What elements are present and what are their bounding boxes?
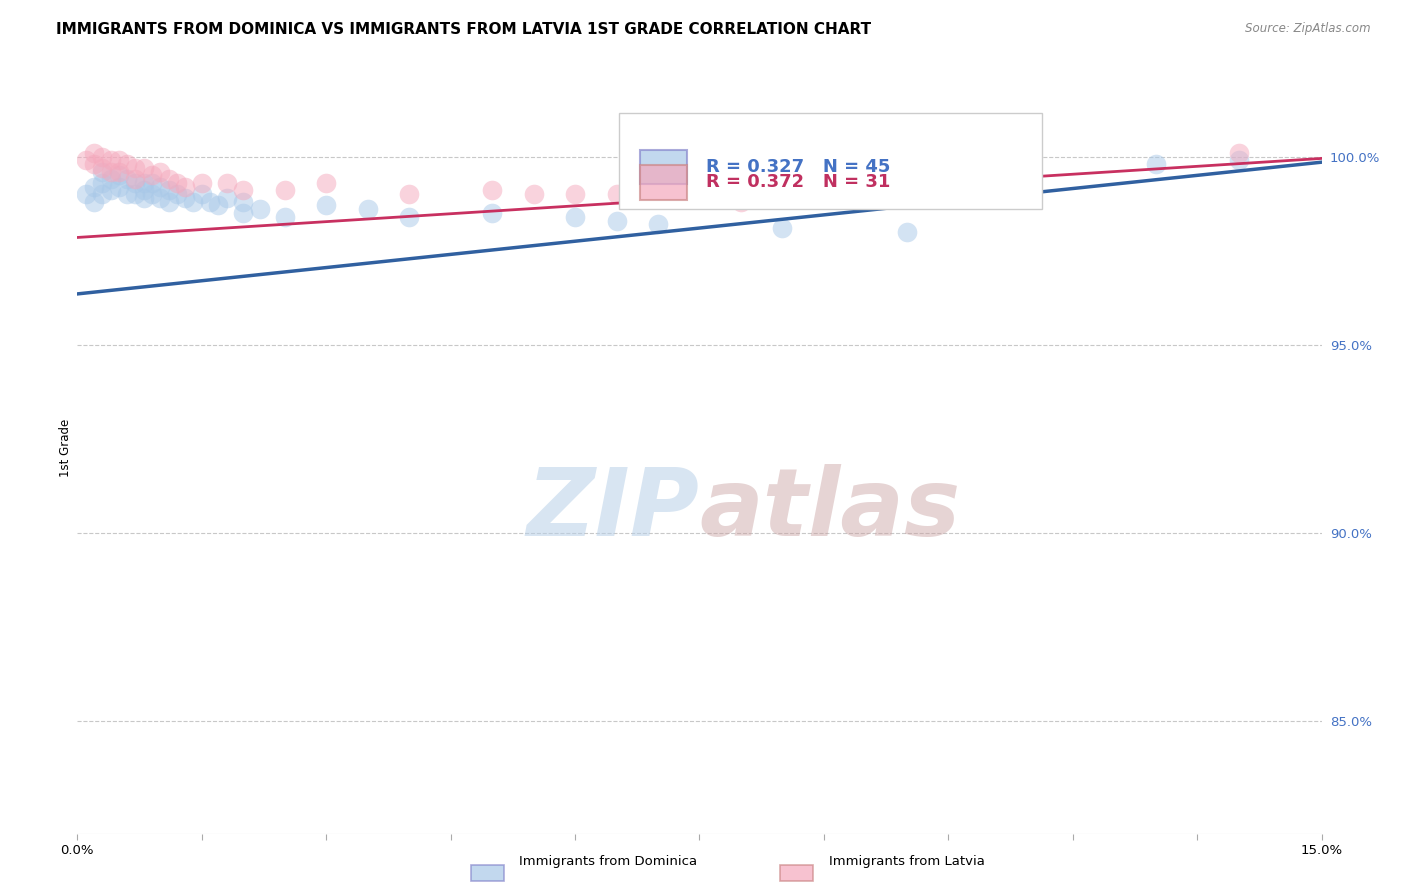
Point (91, 149, 114, 163)
Point (91, 187, 114, 202)
Point (91, 164, 114, 178)
Point (606, 213, 628, 227)
Point (564, 210, 586, 224)
Point (141, 176, 163, 190)
Point (107, 164, 129, 178)
Text: Immigrants from Latvia: Immigrants from Latvia (828, 855, 984, 868)
Point (357, 202, 380, 217)
Point (149, 179, 172, 194)
Point (157, 172, 180, 186)
Point (91, 176, 114, 190)
Point (132, 183, 155, 197)
FancyBboxPatch shape (640, 165, 688, 200)
Point (83, 194, 105, 209)
Point (141, 187, 163, 202)
Point (315, 198, 337, 212)
Point (124, 161, 146, 175)
Point (198, 194, 221, 209)
Point (174, 191, 197, 205)
Point (115, 157, 138, 171)
Text: Source: ZipAtlas.com: Source: ZipAtlas.com (1246, 22, 1371, 36)
Text: R = 0.372   N = 31: R = 0.372 N = 31 (706, 173, 890, 192)
Point (190, 176, 214, 190)
Point (83, 145, 105, 160)
Y-axis label: 1st Grade: 1st Grade (59, 419, 72, 477)
Point (132, 176, 155, 190)
Point (141, 169, 163, 183)
Text: atlas: atlas (700, 464, 960, 556)
Point (166, 176, 188, 190)
Point (107, 179, 129, 194)
Point (215, 191, 238, 205)
Point (132, 161, 155, 175)
Point (83, 179, 105, 194)
Point (100, 164, 122, 178)
Point (166, 187, 188, 202)
Point (481, 206, 503, 220)
Point (647, 217, 669, 231)
Point (190, 187, 214, 202)
Point (124, 187, 146, 202)
Point (481, 183, 503, 197)
Point (273, 210, 295, 224)
Point (1144, 157, 1167, 171)
Point (100, 172, 122, 186)
Point (100, 153, 122, 168)
Point (75, 187, 97, 202)
Point (730, 194, 752, 209)
Point (249, 202, 271, 217)
Point (149, 191, 172, 205)
Point (523, 187, 546, 202)
Point (75, 153, 97, 168)
FancyBboxPatch shape (640, 150, 688, 185)
Point (115, 172, 138, 186)
Point (83, 157, 105, 171)
Point (564, 187, 586, 202)
Point (124, 172, 146, 186)
Point (149, 164, 172, 178)
Point (107, 153, 129, 168)
Point (896, 225, 918, 239)
Point (232, 183, 254, 197)
Point (273, 183, 295, 197)
Point (398, 187, 420, 202)
Point (398, 210, 420, 224)
Point (174, 179, 197, 194)
Point (1227, 145, 1250, 160)
Point (315, 176, 337, 190)
Point (606, 187, 628, 202)
Point (157, 194, 180, 209)
Point (1227, 153, 1250, 168)
Point (100, 183, 122, 197)
Point (91, 161, 114, 175)
Point (647, 191, 669, 205)
Text: ZIP: ZIP (527, 464, 700, 556)
FancyBboxPatch shape (619, 112, 1042, 209)
Text: IMMIGRANTS FROM DOMINICA VS IMMIGRANTS FROM LATVIA 1ST GRADE CORRELATION CHART: IMMIGRANTS FROM DOMINICA VS IMMIGRANTS F… (56, 22, 872, 37)
Text: Immigrants from Dominica: Immigrants from Dominica (519, 855, 697, 868)
Point (157, 183, 180, 197)
Point (183, 194, 205, 209)
Point (232, 194, 254, 209)
Point (115, 187, 138, 202)
Text: R = 0.327   N = 45: R = 0.327 N = 45 (706, 158, 890, 176)
Point (772, 221, 794, 235)
Point (232, 206, 254, 220)
Point (107, 169, 129, 183)
Point (215, 176, 238, 190)
Point (132, 191, 155, 205)
Point (207, 198, 229, 212)
Point (124, 176, 146, 190)
